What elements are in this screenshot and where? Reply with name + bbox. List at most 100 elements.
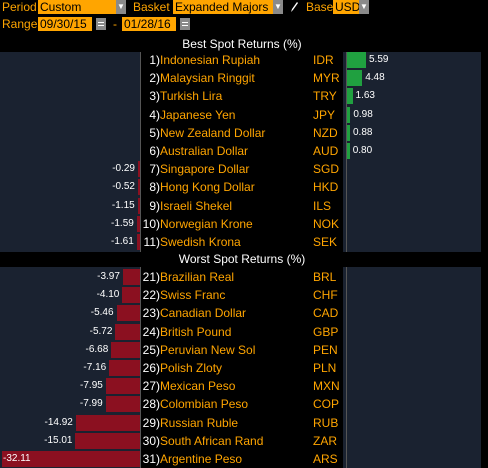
- currency-name: Colombian Peso: [160, 397, 249, 412]
- ranking-row[interactable]: -4.10 22) Swiss Franc CHF: [0, 286, 488, 304]
- ranking-row[interactable]: 5.59 1) Indonesian Rupiah IDR: [0, 51, 488, 69]
- return-value: -7.16: [83, 362, 107, 373]
- currency-code: GBP: [313, 324, 339, 339]
- ranking-row[interactable]: -0.52 8) Hong Kong Dollar HKD: [0, 178, 488, 196]
- negative-return-bar: [105, 378, 140, 395]
- worst-positive-panel: [343, 267, 481, 468]
- currency-name: Japanese Yen: [160, 107, 236, 122]
- rank-number: 31: [142, 452, 156, 466]
- currency-name: Russian Ruble: [160, 415, 239, 430]
- currency-name: South African Rand: [160, 433, 264, 448]
- ranking-row[interactable]: -6.68 25) Peruvian New Sol PEN: [0, 341, 488, 359]
- return-value: -1.15: [111, 199, 135, 211]
- rank-number: 8: [149, 180, 156, 195]
- ranking-row[interactable]: -5.46 23) Canadian Dollar CAD: [0, 304, 488, 322]
- ranking-row[interactable]: -14.92 29) Russian Ruble RUB: [0, 414, 488, 432]
- rank-paren: ): [156, 71, 160, 86]
- negative-return-bar: [1, 451, 140, 467]
- ranking-row[interactable]: -15.01 30) South African Rand ZAR: [0, 432, 488, 450]
- return-value: -4.10: [96, 289, 120, 301]
- ranking-row[interactable]: -0.29 7) Singapore Dollar SGD: [0, 160, 488, 178]
- range-end-calendar-icon[interactable]: [180, 18, 190, 30]
- best-returns-title: Best Spot Returns (%): [182, 37, 302, 51]
- return-value: -7.99: [79, 398, 103, 410]
- currency-code: SGD: [313, 162, 340, 177]
- ranking-row[interactable]: 4.48 2) Malaysian Ringgit MYR: [0, 69, 488, 87]
- ranking-row[interactable]: -1.61 11) Swedish Krona SEK: [0, 233, 488, 251]
- ranking-row[interactable]: 0.98 4) Japanese Yen JPY: [0, 106, 488, 124]
- rank-paren: ): [156, 415, 160, 430]
- currency-code: SEK: [313, 235, 338, 249]
- period-dropdown[interactable]: Custom: [38, 0, 116, 14]
- currency-name: Indonesian Rupiah: [160, 53, 261, 67]
- rank-number: 25: [142, 342, 156, 357]
- negative-return-bar: [122, 287, 140, 304]
- range-end-field[interactable]: 01/28/16: [122, 17, 176, 31]
- negative-return-bar: [138, 161, 140, 178]
- currency-code: NOK: [313, 216, 340, 231]
- ranking-row[interactable]: -5.72 24) British Pound GBP: [0, 323, 488, 341]
- basket-dropdown-arrow-icon[interactable]: ▼: [273, 0, 283, 14]
- base-label: Base: [306, 0, 334, 14]
- currency-name: Swedish Krona: [160, 235, 241, 249]
- rank-paren: ): [156, 270, 160, 284]
- rank-number: 10: [142, 216, 156, 231]
- rank-paren: ): [156, 452, 160, 466]
- currency-name: Israeli Shekel: [160, 198, 233, 213]
- ranking-row[interactable]: -3.97 21) Brazilian Real BRL: [0, 268, 488, 286]
- rank-number: 11: [143, 235, 156, 249]
- negative-return-bar: [122, 269, 140, 285]
- period-dropdown-arrow-icon[interactable]: ▼: [116, 0, 126, 14]
- currency-code: PEN: [313, 342, 338, 357]
- ranking-row[interactable]: -7.95 27) Mexican Peso MXN: [0, 377, 488, 395]
- return-value: -1.59: [111, 217, 134, 229]
- currency-name: New Zealand Dollar: [160, 125, 266, 140]
- rank-number: 30: [142, 433, 156, 448]
- currency-name: Polish Zloty: [160, 361, 223, 375]
- currency-code: HKD: [313, 180, 339, 195]
- negative-return-bar: [75, 414, 140, 431]
- rank-number: 21: [142, 270, 156, 284]
- panel-divider: [346, 267, 347, 468]
- worst-returns-title: Worst Spot Returns (%): [178, 252, 306, 266]
- pencil-icon[interactable]: [289, 0, 299, 14]
- best-negative-panel: [0, 52, 140, 252]
- ranking-row[interactable]: 0.88 5) New Zealand Dollar NZD: [0, 124, 488, 142]
- ranking-row[interactable]: -7.16 26) Polish Zloty PLN: [0, 359, 488, 377]
- return-value: 1.63: [355, 90, 375, 102]
- ranking-row[interactable]: 0.80 6) Australian Dollar AUD: [0, 142, 488, 160]
- currency-name: Norwegian Krone: [160, 216, 253, 231]
- panel-divider: [346, 52, 347, 252]
- ranking-row[interactable]: -32.11 31) Argentine Peso ARS: [0, 450, 488, 468]
- range-start-calendar-icon[interactable]: [96, 18, 106, 30]
- currency-name: Hong Kong Dollar: [160, 180, 255, 195]
- currency-code: JPY: [313, 107, 336, 122]
- best-positive-panel: [343, 52, 481, 252]
- basket-dropdown[interactable]: Expanded Majors: [173, 0, 273, 14]
- return-value: -5.46: [90, 307, 114, 319]
- currency-code: MYR: [313, 71, 340, 86]
- ranking-row[interactable]: -7.99 28) Colombian Peso COP: [0, 395, 488, 413]
- currency-name: Canadian Dollar: [160, 306, 247, 321]
- positive-return-bar: [347, 52, 366, 68]
- return-value: 0.80: [352, 145, 373, 156]
- controls-bar: Period Custom ▼ Basket Expanded Majors ▼…: [0, 0, 488, 36]
- return-value: -0.52: [112, 181, 135, 193]
- ranking-row[interactable]: -1.59 10) Norwegian Krone NOK: [0, 215, 488, 233]
- base-dropdown-arrow-icon[interactable]: ▼: [359, 0, 369, 14]
- range-start-field[interactable]: 09/30/15: [38, 17, 92, 31]
- range-separator: -: [113, 17, 117, 31]
- return-value: -1.61: [110, 236, 134, 247]
- rank-paren: ): [156, 162, 160, 177]
- rank-paren: ): [156, 379, 160, 394]
- rank-paren: ): [156, 198, 160, 213]
- rank-number: 26: [142, 361, 156, 375]
- ranking-row[interactable]: 1.63 3) Turkish Lira TRY: [0, 87, 488, 105]
- rank-paren: ): [156, 235, 160, 249]
- base-dropdown[interactable]: USD: [333, 0, 361, 14]
- ranking-row[interactable]: -1.15 9) Israeli Shekel ILS: [0, 197, 488, 215]
- range-label: Range: [2, 17, 38, 31]
- positive-return-bar: [347, 106, 351, 123]
- rank-paren: ): [156, 89, 160, 104]
- rank-number: 1: [149, 53, 156, 67]
